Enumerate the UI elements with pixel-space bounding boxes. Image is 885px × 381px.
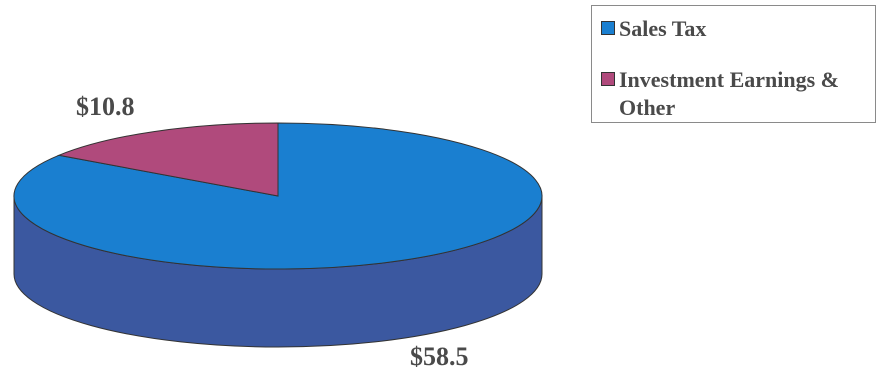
legend-swatch-sales-tax [601,21,615,35]
legend-item-sales-tax: Sales Tax [601,15,869,43]
legend-label-investment-earnings: Investment Earnings & Other [619,67,840,120]
legend-label-sales-tax: Sales Tax [619,16,707,41]
pie-group [13,122,543,348]
legend-item-investment-earnings: Investment Earnings & Other [601,66,869,122]
legend: Sales Tax Investment Earnings & Other [591,5,876,123]
data-label-sales-tax: $58.5 [410,342,469,371]
pie-slice-investment-earnings [57,122,279,197]
data-label-investment-earnings: $10.8 [76,92,135,121]
legend-swatch-investment-earnings [601,72,615,86]
